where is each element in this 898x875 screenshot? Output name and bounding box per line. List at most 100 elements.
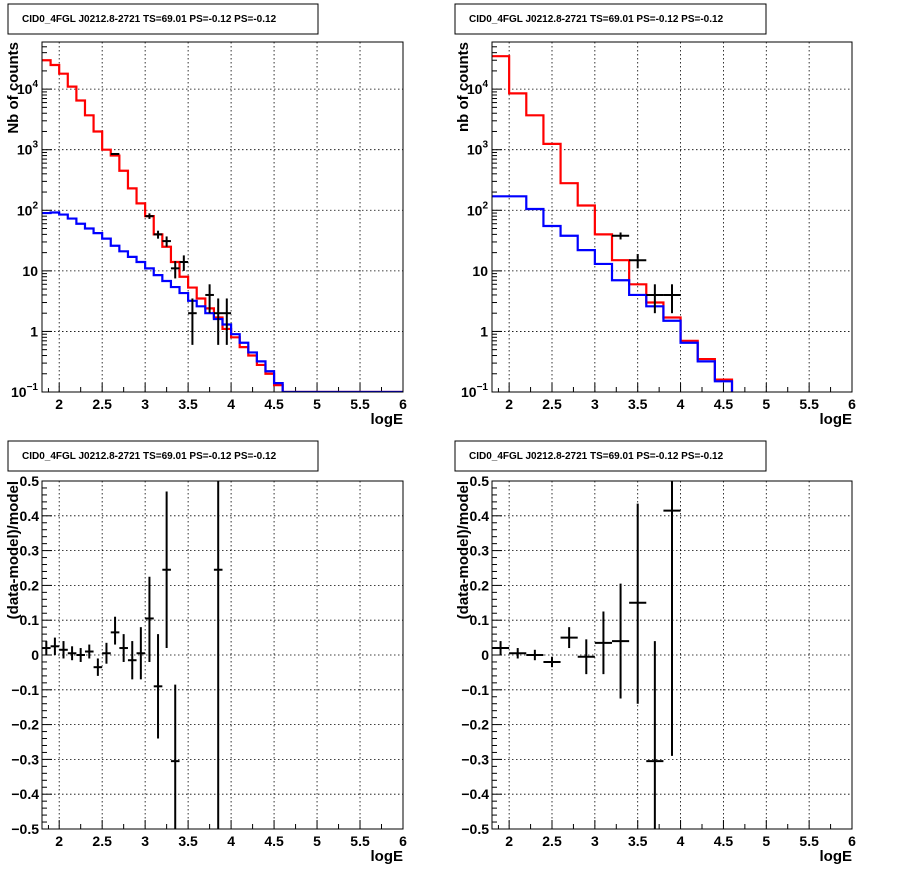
data-point (663, 284, 681, 314)
data-point (162, 236, 171, 247)
x-tick-label: 3.5 (178, 833, 198, 849)
x-tick-label: 2.5 (542, 396, 562, 412)
y-tick-label: 0.3 (470, 543, 490, 559)
data-point (145, 576, 154, 662)
title-box (7, 3, 319, 35)
data-point (50, 637, 60, 655)
x-tick-label: 5.5 (350, 833, 370, 849)
x-tick-label: 3.5 (178, 396, 198, 412)
y-tick-label: −0.1 (11, 682, 39, 698)
y-tick-label: −0.2 (461, 717, 489, 733)
data-point (110, 616, 120, 645)
data-point (205, 284, 214, 314)
y-tick-label: 104 (467, 79, 489, 97)
x-tick-label: 2 (55, 833, 63, 849)
x-tick-label: 5.5 (799, 396, 819, 412)
y-tick-label: 0.2 (20, 577, 40, 593)
y-tick-label: 103 (17, 140, 39, 158)
data-point (67, 646, 77, 661)
x-tick-label: 4 (677, 396, 685, 412)
data-point (577, 639, 595, 675)
y-axis-label: Nb of counts (5, 42, 22, 134)
x-tick-label: 5 (313, 833, 321, 849)
y-tick-label: 0.4 (20, 508, 40, 524)
data-point (612, 583, 630, 699)
y-tick-label: −0.4 (461, 786, 489, 802)
y-tick-label: 0.4 (470, 508, 490, 524)
y-tick-label: 0.5 (20, 473, 40, 489)
y-tick-label: −0.5 (11, 821, 39, 837)
chart-title: CID0_4FGL J0212.8-2721 TS=69.01 PS=-0.12… (469, 14, 724, 25)
data-point (222, 298, 232, 345)
x-tick-label: 4.5 (714, 833, 734, 849)
x-axis-label: logE (371, 411, 404, 428)
y-tick-label: −0.4 (11, 786, 39, 802)
x-tick-label: 5.5 (350, 396, 370, 412)
model-series-2 (492, 195, 734, 392)
y-tick-label: 0.5 (470, 473, 490, 489)
y-tick-label: 0.1 (470, 612, 490, 628)
x-tick-label: 6 (399, 833, 407, 849)
x-axis-label: logE (371, 848, 404, 865)
data-point (170, 684, 180, 829)
x-tick-label: 3.5 (628, 396, 648, 412)
chart-title: CID0_4FGL J0212.8-2721 TS=69.01 PS=-0.12… (22, 451, 277, 462)
x-tick-label: 2.5 (542, 833, 562, 849)
y-tick-label: 10−1 (461, 382, 488, 400)
data-point (110, 152, 120, 155)
x-tick-label: 4.5 (264, 833, 284, 849)
x-tick-label: 2 (55, 396, 63, 412)
data-point (145, 213, 154, 219)
x-tick-label: 3 (591, 396, 599, 412)
chart-panel-3: 2 2.5 3 3.5 4 4.5 5 5.5 6 −0.5 −0.4 −0.3 −0.2 −0.1 0 0.… (5, 440, 407, 865)
data-point (136, 627, 146, 680)
y-tick-label: −0.5 (461, 821, 489, 837)
y-tick-label: −0.3 (461, 751, 489, 767)
title-box (454, 3, 767, 35)
data-point (76, 648, 85, 662)
x-tick-label: 5 (313, 396, 321, 412)
x-tick-label: 5.5 (799, 833, 819, 849)
chart-title: CID0_4FGL J0212.8-2721 TS=69.01 PS=-0.12… (22, 14, 277, 25)
x-tick-label: 2 (505, 396, 513, 412)
y-tick-label: 0.1 (20, 612, 40, 628)
y-axis-label: (data-model)/model (5, 481, 22, 619)
chart-panel-1: 2 2.5 3 3.5 4 4.5 5 5.5 6 10−1 1 10 102 103 104 logE Nb … (5, 3, 407, 428)
x-tick-label: 4.5 (264, 396, 284, 412)
model-series-1 (42, 59, 403, 392)
title-box (7, 440, 319, 472)
y-axis-label: nb of counts (455, 42, 472, 132)
data-point (629, 503, 647, 704)
data-point (153, 230, 163, 239)
x-tick-label: 4 (227, 833, 235, 849)
x-tick-label: 3.5 (628, 833, 648, 849)
y-tick-label: −0.2 (11, 717, 39, 733)
x-tick-label: 5 (762, 833, 770, 849)
y-axis-label: (data-model)/model (455, 481, 472, 619)
data-point (188, 298, 197, 345)
x-axis-label: logE (820, 411, 853, 428)
data-point (102, 642, 111, 664)
y-tick-label: 10−1 (11, 382, 38, 400)
data-point (153, 634, 163, 739)
data-point (663, 481, 681, 756)
data-point (170, 261, 180, 279)
data-point (526, 649, 544, 661)
y-tick-label: 104 (17, 79, 39, 97)
x-tick-label: 4.5 (714, 396, 734, 412)
chart-title: CID0_4FGL J0212.8-2721 TS=69.01 PS=-0.12… (469, 451, 724, 462)
plot-frame (491, 41, 853, 393)
y-tick-label: 10 (22, 263, 38, 279)
x-tick-label: 3 (141, 396, 149, 412)
y-tick-label: 103 (467, 140, 489, 158)
chart-panel-4: 2 2.5 3 3.5 4 4.5 5 5.5 6 −0.5 −0.4 −0.3 −0.2 −0.1 0 0.… (454, 440, 856, 865)
data-point (162, 491, 171, 649)
x-tick-label: 4 (227, 396, 235, 412)
model-series-2 (42, 211, 403, 392)
y-tick-label: 10 (472, 263, 488, 279)
plot-frame (41, 480, 404, 830)
x-tick-label: 5 (762, 396, 770, 412)
x-tick-label: 2.5 (92, 833, 112, 849)
x-tick-label: 2.5 (92, 396, 112, 412)
